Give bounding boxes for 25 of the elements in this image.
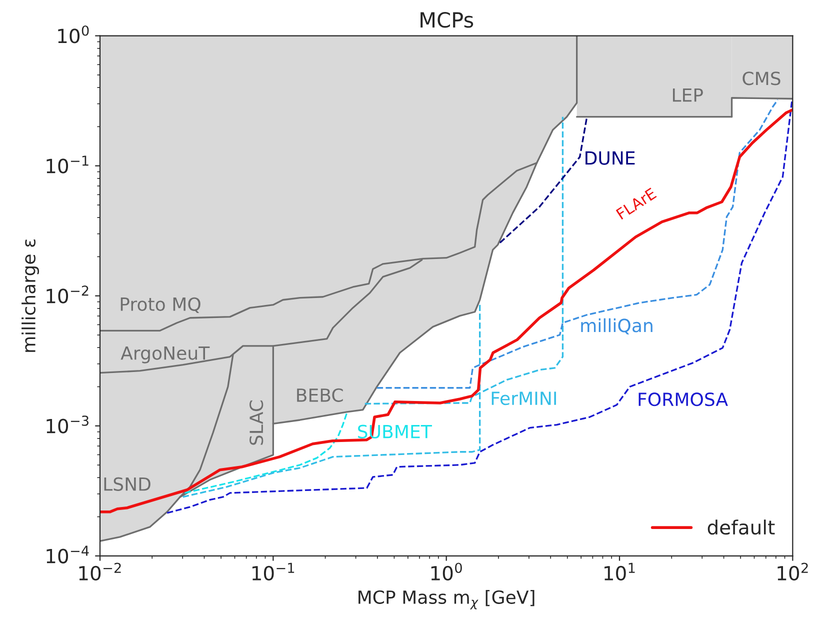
annotation: DUNE xyxy=(586,151,635,165)
y-tick-label: 10$^{0}$ xyxy=(58,25,89,44)
x-tick-label: 10$^{−1}$ xyxy=(252,562,294,581)
x-tick-label: 10$^{−2}$ xyxy=(79,562,121,581)
annotation: ArgoNeuT xyxy=(120,346,210,364)
legend-label: default xyxy=(708,520,775,535)
annotation: LSND xyxy=(104,477,150,491)
x-tick-label: 10$^{2}$ xyxy=(778,562,808,581)
y-tick-label: 10$^{−4}$ xyxy=(46,546,89,564)
chart-title: MCPs xyxy=(420,12,474,28)
annotation: Proto MQ xyxy=(120,297,200,314)
annotation: LEP xyxy=(672,88,703,102)
annotation: FORMOSA xyxy=(638,392,728,406)
y-tick-label: 10$^{−1}$ xyxy=(46,156,88,174)
x-axis-title: MCP Mass m$_{χ}$ [GeV] xyxy=(358,590,534,610)
y-tick-label: 10$^{−3}$ xyxy=(46,416,88,434)
annotation: milliQan xyxy=(581,318,652,334)
annotation: FerMINI xyxy=(492,392,556,406)
x-tick-label: 10$^{1}$ xyxy=(604,562,635,581)
annotation: SLAC xyxy=(250,400,264,445)
y-axis-title: millicharge ε xyxy=(22,239,40,352)
x-tick-label: 10$^{0}$ xyxy=(431,562,462,581)
annotation: BEBC xyxy=(297,388,343,402)
y-tick-label: 10$^{−2}$ xyxy=(46,286,88,304)
annotation: CMS xyxy=(742,72,780,86)
